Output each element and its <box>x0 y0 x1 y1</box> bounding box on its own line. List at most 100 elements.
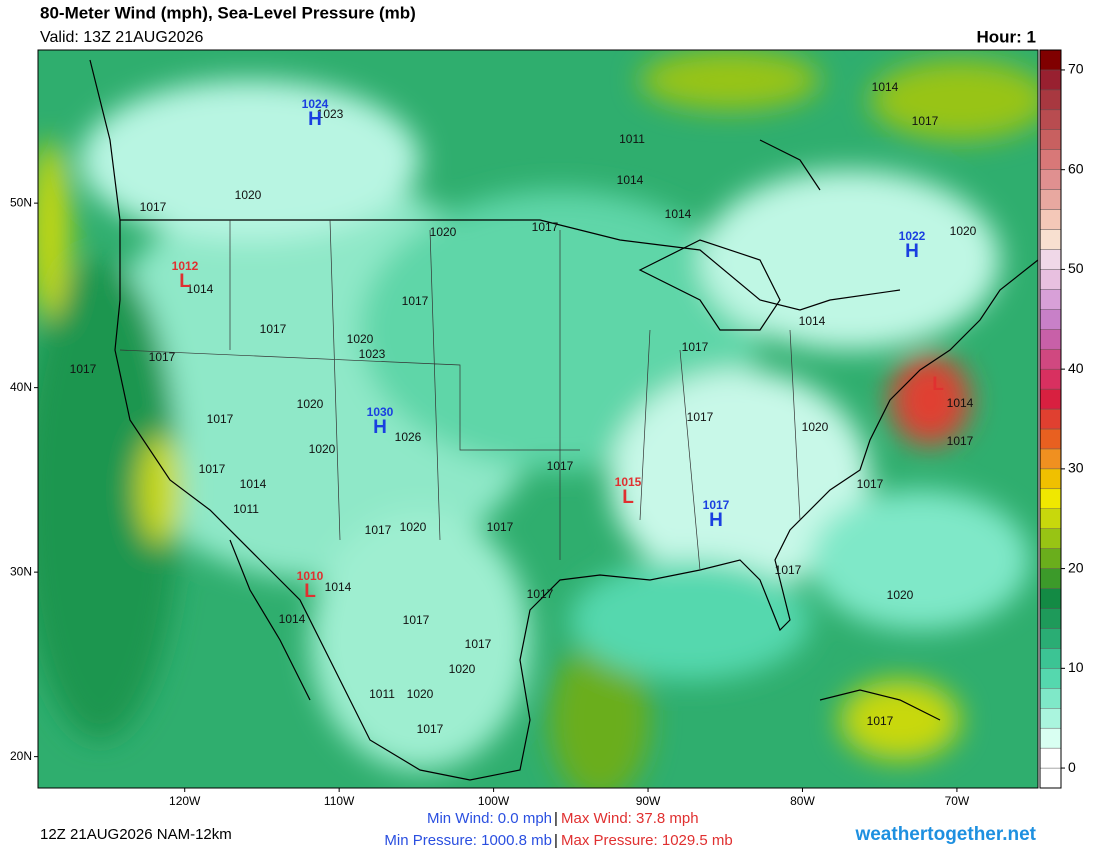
isobar-label: 1017 <box>402 294 429 308</box>
colorbar-cell <box>1039 568 1062 589</box>
isobar-label: 1017 <box>465 637 492 651</box>
center-symbol: H <box>308 109 322 130</box>
isobar-label: 1020 <box>309 442 336 456</box>
isobar-label: 1014 <box>240 477 267 491</box>
colorbar-cell <box>1039 269 1062 290</box>
center-symbol: H <box>373 417 387 438</box>
center-pressure: 1010 <box>297 569 324 583</box>
lon-label: 110W <box>324 794 355 808</box>
colorbar-cell <box>1039 249 1062 270</box>
isobar-label: 1017 <box>207 412 234 426</box>
isobar-label: 1014 <box>279 612 306 626</box>
separator: | <box>554 810 558 827</box>
borders <box>119 219 801 571</box>
colorbar-cell <box>1039 129 1062 150</box>
valid-time: Valid: 13Z 21AUG2026 <box>40 29 203 46</box>
colorbar-label: 10 <box>1068 659 1084 675</box>
colorbar-cell <box>1039 149 1062 170</box>
colorbar-cell <box>1039 289 1062 310</box>
isobar-label: 1017 <box>687 410 714 424</box>
isobar-label: 1023 <box>359 347 386 361</box>
colorbar-cell <box>1039 767 1062 789</box>
map-field <box>38 50 1038 788</box>
wind-shading <box>38 50 1038 788</box>
min-wind: Min Wind: 0.0 mph <box>427 810 552 827</box>
colorbar-cell <box>1039 548 1062 569</box>
separator: | <box>554 832 558 849</box>
isobar-label: 1014 <box>665 207 692 221</box>
colorbar-label: 60 <box>1068 160 1084 176</box>
isobar-label: 1017 <box>417 722 444 736</box>
center-symbol: L <box>179 271 191 292</box>
max-pressure: Max Pressure: 1029.5 mb <box>561 832 733 849</box>
colorbar-cell <box>1039 348 1062 370</box>
isobar-label: 1011 <box>369 687 395 701</box>
isobar-label: 1020 <box>887 588 914 602</box>
colorbar-frame <box>1039 49 1062 789</box>
center-pressure: 1015 <box>615 475 642 489</box>
lon-label: 70W <box>945 794 970 808</box>
isobar-label: 1020 <box>950 224 977 238</box>
colorbar-cell <box>1039 727 1062 749</box>
colorbar-label: 70 <box>1068 61 1084 77</box>
isobar-label: 1020 <box>400 520 427 534</box>
colorbar-cell <box>1039 668 1062 689</box>
isobar-label: 1026 <box>395 430 422 444</box>
colorbar-label: 0 <box>1068 759 1076 775</box>
map-frame <box>37 49 1039 789</box>
lon-label: 80W <box>790 794 815 808</box>
colorbar-cell <box>1039 528 1062 549</box>
colorbar-cell <box>1039 708 1062 729</box>
isobar-label: 1020 <box>235 188 262 202</box>
colorbar-cell <box>1039 747 1062 769</box>
isobar-label: 1020 <box>347 332 374 346</box>
colorbar-cell <box>1039 408 1062 430</box>
colorbar-label: 50 <box>1068 260 1084 276</box>
isobar-label: 1020 <box>449 662 476 676</box>
center-pressure: 1022 <box>899 229 926 243</box>
isobar-label: 1017 <box>70 362 97 376</box>
isobar-label: 1023 <box>317 107 344 121</box>
isobar-label: 1017 <box>947 434 974 448</box>
isobar-label: 1020 <box>407 687 434 701</box>
site-link[interactable]: weathertogether.net <box>854 824 1036 845</box>
coastlines <box>89 59 1038 781</box>
colorbar-cell <box>1039 229 1062 250</box>
colorbar-cell <box>1039 309 1062 330</box>
colorbar-cell <box>1039 368 1062 390</box>
lat-label: 30N <box>10 564 32 578</box>
center-pressure: 1030 <box>367 405 394 419</box>
colorbar-cell <box>1039 69 1062 91</box>
isobar-label: 1014 <box>325 580 352 594</box>
colorbar-cell <box>1039 488 1062 509</box>
isobar-label: 1017 <box>867 714 894 728</box>
colorbar-cell <box>1039 109 1062 130</box>
colorbar-label: 30 <box>1068 460 1084 476</box>
colorbar-label: 20 <box>1068 559 1084 575</box>
colorbar-cell <box>1039 628 1062 649</box>
min-pressure: Min Pressure: 1000.8 mb <box>384 832 552 849</box>
center-symbol: H <box>905 241 919 262</box>
isobar-label: 1017 <box>403 613 430 627</box>
colorbar-cell <box>1039 388 1062 410</box>
isobar-label: 1014 <box>617 173 644 187</box>
colorbar-cell <box>1039 648 1062 669</box>
isobar-label: 1017 <box>149 350 176 364</box>
isobar-label: 1020 <box>297 397 324 411</box>
isobar-label: 1014 <box>872 80 899 94</box>
center-symbol: L <box>622 487 634 508</box>
isobar-label: 1020 <box>802 420 829 434</box>
colorbar-cell <box>1039 428 1062 450</box>
colorbar-cell <box>1039 189 1062 210</box>
center-symbol: H <box>709 510 723 531</box>
isobar-label: 1017 <box>487 520 514 534</box>
lon-label: 100W <box>478 794 510 808</box>
isobar-label: 1017 <box>199 462 226 476</box>
colorbar-cell <box>1039 688 1062 709</box>
isobar-label: 1014 <box>947 396 974 410</box>
model-run: 12Z 21AUG2026 NAM-12km <box>40 826 232 843</box>
isobar-label: 1017 <box>260 322 287 336</box>
colorbar-cell <box>1039 588 1062 609</box>
lat-label: 50N <box>10 195 32 209</box>
isobar-label: 1014 <box>187 282 214 296</box>
